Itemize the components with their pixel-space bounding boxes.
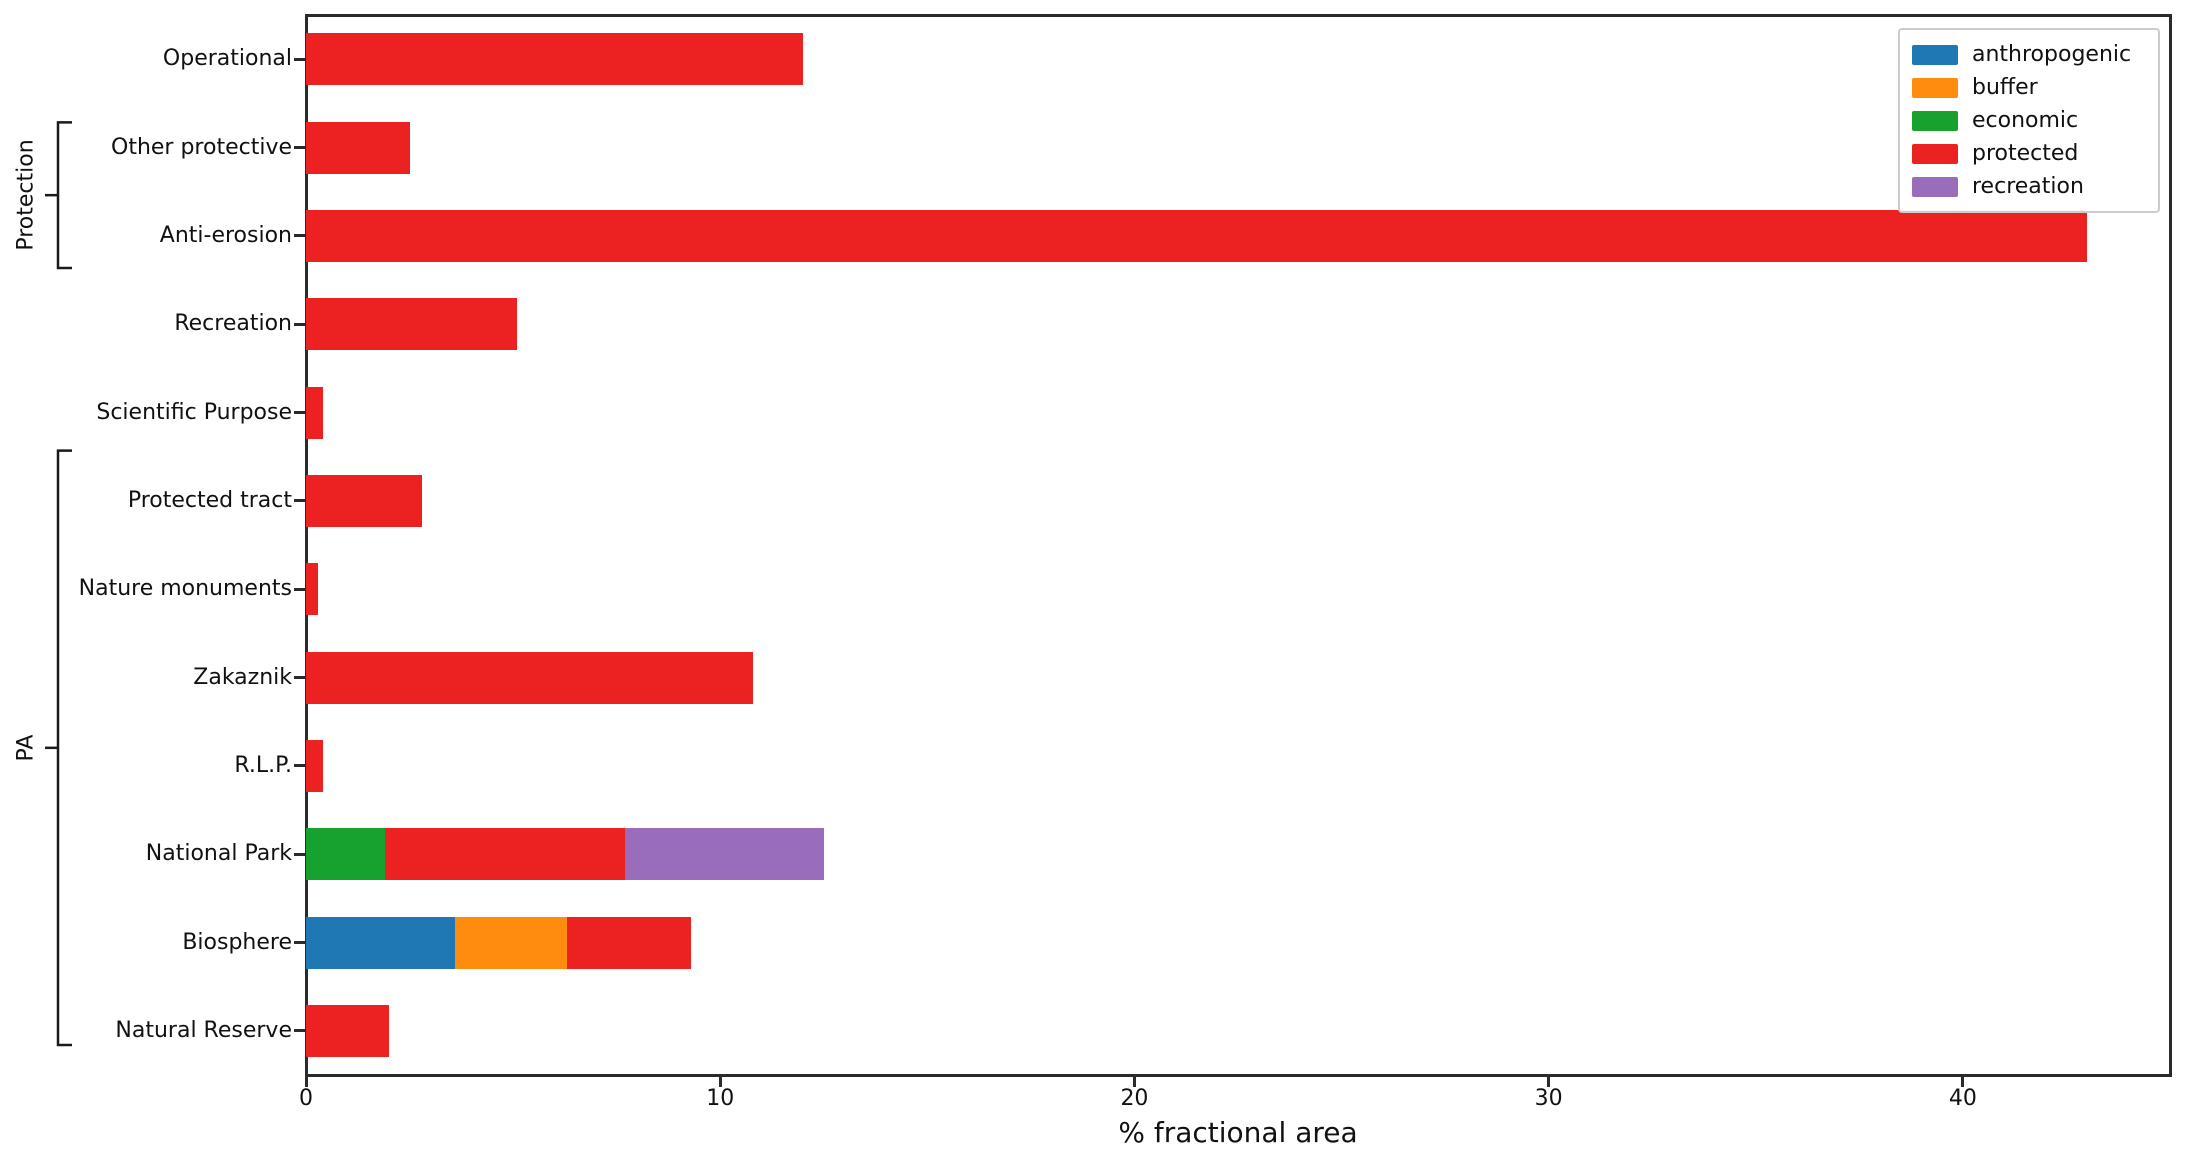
legend-swatch-buffer	[1912, 77, 1958, 98]
y-axis-label: Natural Reserve	[115, 1017, 292, 1043]
x-tick	[1547, 1075, 1551, 1087]
y-axis-label: Other protective	[111, 134, 292, 160]
x-tick	[1961, 1075, 1965, 1087]
x-tick	[718, 1075, 722, 1087]
legend-swatch-anthropogenic	[1912, 44, 1958, 65]
y-tick	[294, 764, 306, 768]
y-axis-label: Anti-erosion	[159, 222, 292, 248]
legend: anthropogenic buffer economic protected recr…	[1898, 28, 2160, 213]
bar-segment-protected	[306, 1004, 389, 1057]
bar-segment-buffer	[455, 916, 567, 969]
y-tick	[294, 499, 306, 503]
x-tick	[1132, 1075, 1136, 1087]
x-tick-label: 30	[1534, 1086, 1563, 1111]
y-tick	[294, 676, 306, 679]
legend-swatch-recreation	[1912, 176, 1958, 197]
y-tick	[294, 322, 306, 326]
legend-item: recreation	[1912, 170, 2146, 203]
legend-label: buffer	[1972, 75, 2038, 100]
y-tick	[294, 234, 306, 238]
x-tick-label: 10	[706, 1086, 735, 1111]
y-tick	[294, 941, 306, 944]
legend-item: protected	[1912, 137, 2146, 170]
y-tick	[294, 57, 306, 61]
bar-segment-protected	[384, 828, 625, 881]
legend-label: recreation	[1972, 174, 2084, 199]
y-axis-label: Operational	[162, 46, 292, 72]
bar-segment-economic	[306, 828, 385, 881]
bar-segment-protected	[306, 651, 754, 704]
legend-swatch-protected	[1912, 143, 1958, 164]
legend-label: protected	[1972, 141, 2079, 166]
bar-segment-protected	[306, 386, 323, 439]
y-axis-label: Scientific Purpose	[96, 399, 292, 425]
bar-segment-protected	[306, 474, 422, 527]
legend-item: economic	[1912, 104, 2146, 137]
x-axis-title: % fractional area	[1118, 1116, 1358, 1149]
x-tick-label: 0	[299, 1086, 313, 1111]
legend-label: anthropogenic	[1972, 42, 2132, 67]
bar-segment-protected	[306, 33, 804, 86]
legend-item: buffer	[1912, 71, 2146, 104]
y-axis-label: National Park	[145, 841, 292, 867]
y-tick	[294, 146, 306, 149]
x-tick-label: 40	[1948, 1086, 1977, 1111]
bar-segment-protected	[306, 209, 2088, 262]
bar-segment-protected	[306, 121, 410, 174]
bar-segment-recreation	[624, 828, 824, 881]
bar-segment-protected	[306, 739, 323, 792]
plot-area	[304, 13, 2172, 1077]
x-tick	[304, 1075, 308, 1087]
legend-swatch-economic	[1912, 110, 1958, 131]
bar-segment-protected	[306, 298, 518, 351]
y-axis-label: Recreation	[174, 311, 292, 337]
y-tick	[294, 852, 306, 856]
y-axis-label: R.L.P.	[234, 752, 292, 778]
y-axis-label: Biosphere	[182, 929, 292, 955]
y-axis-label: Zakaznik	[193, 664, 292, 690]
y-axis-label: Protected tract	[127, 487, 292, 513]
y-tick	[294, 587, 306, 591]
bar-segment-anthropogenic	[306, 916, 456, 969]
legend-label: economic	[1972, 108, 2079, 133]
y-axis-label: Nature monuments	[78, 576, 292, 602]
legend-item: anthropogenic	[1912, 38, 2146, 71]
y-tick	[294, 1029, 306, 1033]
bar-segment-protected	[306, 563, 319, 616]
x-tick-label: 20	[1120, 1086, 1149, 1111]
bar-segment-protected	[566, 916, 692, 969]
y-tick	[294, 411, 306, 414]
